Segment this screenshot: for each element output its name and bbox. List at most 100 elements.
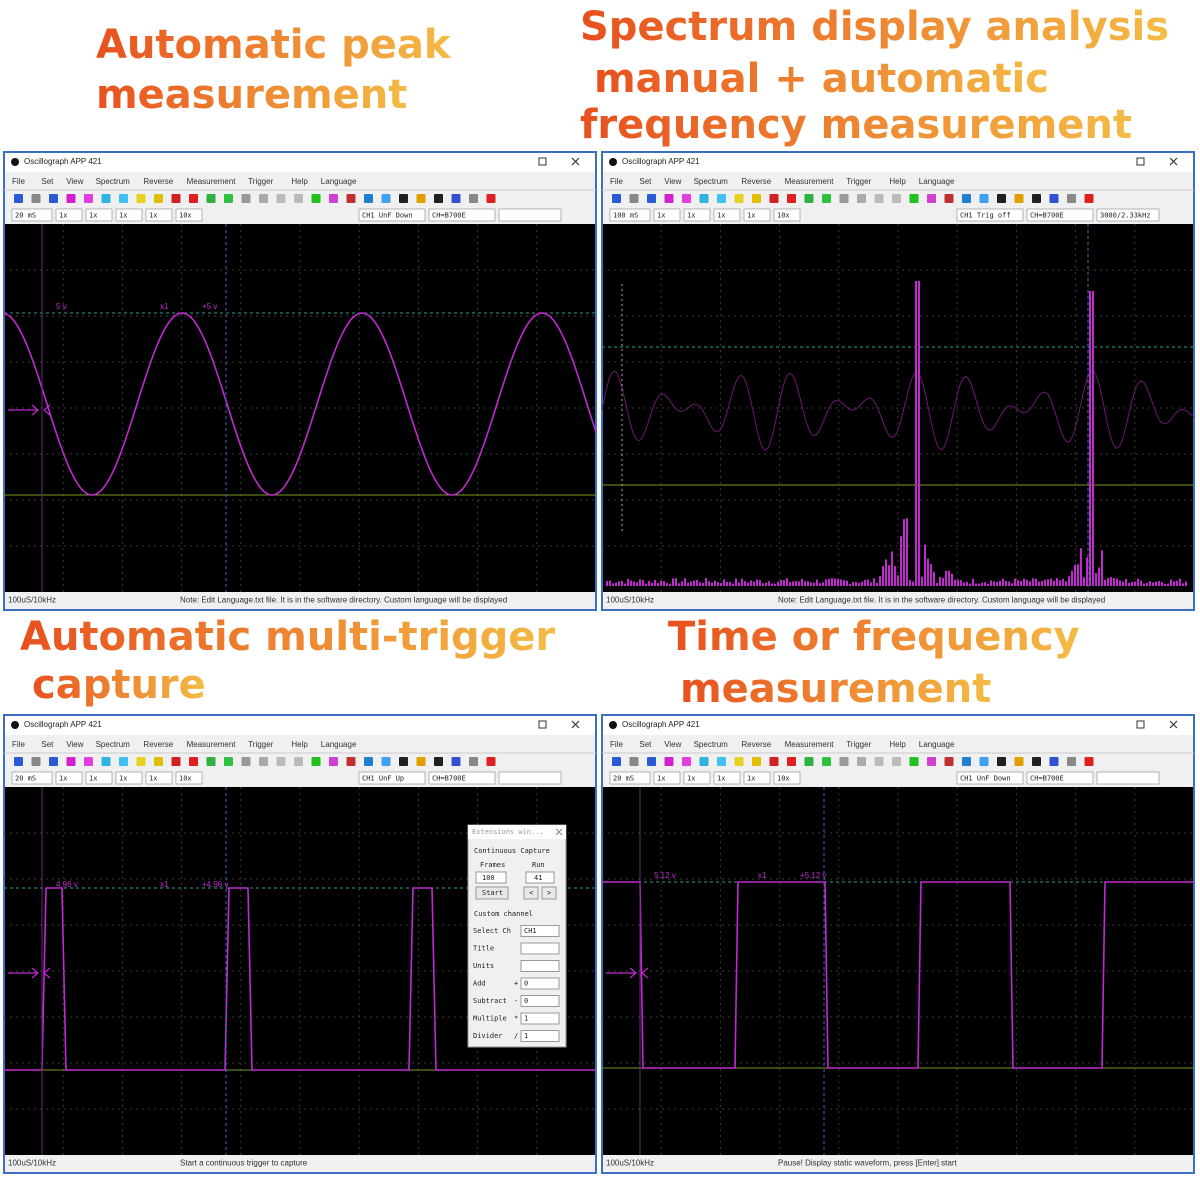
menu-item[interactable]: View xyxy=(664,740,681,749)
close-button[interactable] xyxy=(1169,720,1178,729)
field-box[interactable] xyxy=(1026,208,1094,222)
toolbar-button[interactable] xyxy=(944,194,954,203)
toolbar-button[interactable] xyxy=(31,757,41,766)
toolbar-button[interactable] xyxy=(1049,194,1059,203)
toolbar-button[interactable] xyxy=(224,757,233,766)
field-box[interactable] xyxy=(773,771,801,785)
toolbar-button[interactable] xyxy=(276,194,286,203)
toolbar-button[interactable] xyxy=(259,194,268,203)
field-box[interactable] xyxy=(145,771,173,785)
toolbar-button[interactable] xyxy=(822,757,831,766)
menu-item[interactable]: Set xyxy=(639,177,652,186)
close-button[interactable] xyxy=(1169,157,1178,166)
toolbar-button[interactable] xyxy=(804,757,814,766)
toolbar-button[interactable] xyxy=(1014,757,1024,766)
menu-item[interactable]: Set xyxy=(639,740,652,749)
toolbar-button[interactable] xyxy=(14,194,23,203)
toolbar-button[interactable] xyxy=(14,757,23,766)
toolbar-button[interactable] xyxy=(469,194,478,203)
toolbar-button[interactable] xyxy=(857,194,866,203)
toolbar-button[interactable] xyxy=(206,194,216,203)
field-box[interactable] xyxy=(115,208,143,222)
field-box[interactable] xyxy=(956,771,1024,785)
menu-item[interactable]: File xyxy=(610,740,623,749)
toolbar-button[interactable] xyxy=(206,757,216,766)
toolbar-button[interactable] xyxy=(364,757,373,766)
toolbar-button[interactable] xyxy=(734,194,744,203)
toolbar-button[interactable] xyxy=(346,194,356,203)
field-box[interactable] xyxy=(1026,771,1094,785)
field-box[interactable] xyxy=(85,208,113,222)
toolbar-button[interactable] xyxy=(734,757,744,766)
toolbar-button[interactable] xyxy=(962,194,971,203)
toolbar-button[interactable] xyxy=(962,757,971,766)
input-box[interactable] xyxy=(475,871,507,884)
input-box[interactable] xyxy=(520,1012,560,1025)
toolbar-button[interactable] xyxy=(839,757,849,766)
toolbar-button[interactable] xyxy=(927,757,936,766)
menu-item[interactable]: Language xyxy=(919,740,955,749)
field-box[interactable] xyxy=(428,208,496,222)
toolbar-button[interactable] xyxy=(612,194,621,203)
menu-item[interactable]: Spectrum xyxy=(694,177,729,186)
toolbar-button[interactable] xyxy=(276,757,286,766)
menu-item[interactable]: Trigger xyxy=(846,177,871,186)
toolbar-button[interactable] xyxy=(259,757,268,766)
toolbar-button[interactable] xyxy=(486,194,496,203)
toolbar-button[interactable] xyxy=(612,757,621,766)
toolbar-button[interactable] xyxy=(381,194,391,203)
toolbar-button[interactable] xyxy=(329,194,338,203)
toolbar-button[interactable] xyxy=(154,757,163,766)
toolbar-button[interactable] xyxy=(399,194,408,203)
menu-item[interactable]: Reverse xyxy=(741,740,771,749)
toolbar-button[interactable] xyxy=(1032,194,1041,203)
toolbar-button[interactable] xyxy=(909,757,919,766)
toolbar-button[interactable] xyxy=(682,757,691,766)
menu-item[interactable]: View xyxy=(664,177,681,186)
menu-item[interactable]: Set xyxy=(41,740,54,749)
maximize-button[interactable] xyxy=(538,157,547,166)
toolbar-button[interactable] xyxy=(752,194,761,203)
menu-item[interactable]: Spectrum xyxy=(694,740,729,749)
toolbar-button[interactable] xyxy=(241,757,251,766)
toolbar-button[interactable] xyxy=(1067,194,1076,203)
toolbar-button[interactable] xyxy=(1049,757,1059,766)
field-box[interactable] xyxy=(956,208,1024,222)
field-box[interactable] xyxy=(11,771,53,785)
toolbar-button[interactable] xyxy=(997,757,1006,766)
maximize-button[interactable] xyxy=(1136,720,1145,729)
field-box[interactable] xyxy=(145,208,173,222)
toolbar-button[interactable] xyxy=(787,194,796,203)
toolbar-button[interactable] xyxy=(944,757,954,766)
toolbar-button[interactable] xyxy=(84,194,93,203)
toolbar-button[interactable] xyxy=(717,757,726,766)
menu-item[interactable]: View xyxy=(66,740,83,749)
input-box[interactable] xyxy=(520,960,560,972)
toolbar-button[interactable] xyxy=(136,757,146,766)
field-box[interactable] xyxy=(713,208,741,222)
start-button[interactable] xyxy=(475,886,509,900)
toolbar-button[interactable] xyxy=(119,194,128,203)
toolbar-button[interactable] xyxy=(311,194,321,203)
menu-item[interactable]: Measurement xyxy=(785,177,835,186)
menu-item[interactable]: Language xyxy=(321,740,357,749)
field-box[interactable] xyxy=(498,771,562,785)
menu-item[interactable]: Language xyxy=(321,177,357,186)
input-box[interactable] xyxy=(520,977,560,990)
toolbar-button[interactable] xyxy=(189,757,198,766)
toolbar-button[interactable] xyxy=(399,757,408,766)
toolbar-button[interactable] xyxy=(839,194,849,203)
toolbar-button[interactable] xyxy=(804,194,814,203)
toolbar-button[interactable] xyxy=(629,757,639,766)
field-box[interactable] xyxy=(428,771,496,785)
toolbar-button[interactable] xyxy=(1032,757,1041,766)
menu-item[interactable]: Trigger xyxy=(846,740,871,749)
toolbar-button[interactable] xyxy=(647,194,656,203)
toolbar-button[interactable] xyxy=(311,757,321,766)
toolbar-button[interactable] xyxy=(699,757,709,766)
toolbar-button[interactable] xyxy=(224,194,233,203)
toolbar-button[interactable] xyxy=(787,757,796,766)
menu-item[interactable]: View xyxy=(66,177,83,186)
toolbar-button[interactable] xyxy=(66,194,76,203)
toolbar-button[interactable] xyxy=(1067,757,1076,766)
